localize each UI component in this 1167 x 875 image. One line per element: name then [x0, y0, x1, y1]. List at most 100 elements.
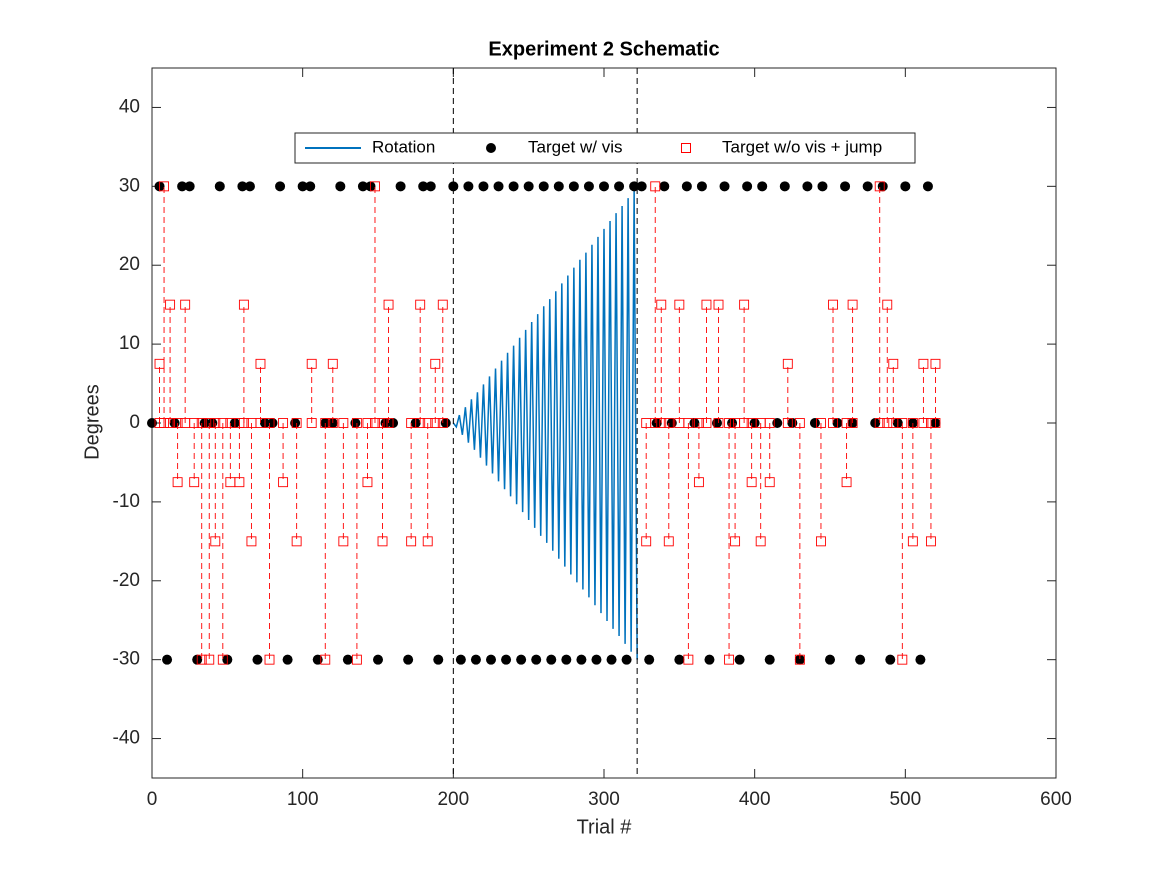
dot [162, 654, 173, 665]
square-marker [739, 299, 750, 310]
square-marker [204, 418, 215, 428]
square-marker [377, 536, 388, 547]
series-line [452, 190, 638, 660]
dot [403, 654, 414, 665]
dot [357, 181, 368, 192]
dot [809, 418, 820, 428]
dot [418, 181, 429, 192]
dot [523, 181, 534, 192]
x-tick-label: 400 [739, 789, 771, 810]
dot [214, 181, 225, 192]
dot [840, 181, 851, 192]
square-marker [159, 181, 170, 192]
dot [704, 654, 715, 665]
dot [546, 654, 557, 665]
dot [395, 181, 406, 192]
square-marker [370, 418, 380, 428]
dot [915, 654, 926, 665]
square-marker [693, 477, 704, 488]
dot [606, 654, 617, 665]
dot [855, 654, 866, 665]
square-marker [930, 418, 941, 428]
dot [531, 654, 542, 665]
dot [659, 181, 670, 192]
square-marker [422, 418, 433, 428]
square-marker [650, 181, 661, 192]
dot [501, 654, 512, 665]
square-marker [918, 418, 929, 428]
square-marker [897, 654, 908, 665]
dot [448, 181, 459, 192]
square-marker [816, 536, 826, 547]
y-tick-label: -40 [113, 728, 140, 749]
y-tick-label: 10 [119, 333, 140, 354]
dot [305, 181, 316, 192]
legend: Rotation Target w/ vis Target w/o vis + ju… [294, 132, 916, 164]
dot [749, 418, 760, 428]
square-marker [641, 536, 652, 547]
square-marker [204, 654, 215, 665]
dot [478, 181, 489, 192]
dot [599, 181, 609, 192]
dot [470, 654, 481, 665]
dot [380, 418, 391, 428]
dot [817, 181, 828, 192]
square-marker [238, 418, 249, 428]
square-marker [327, 418, 338, 428]
dot [764, 654, 775, 665]
square-marker [713, 299, 724, 310]
dot [576, 654, 587, 665]
legend-label: Rotation [372, 137, 435, 156]
square-marker [234, 477, 245, 488]
dot [282, 654, 293, 665]
square-marker [794, 418, 805, 428]
dot [568, 181, 579, 192]
x-tick-label: 0 [147, 789, 158, 810]
x-tick-label: 600 [1040, 789, 1072, 810]
square-marker [437, 418, 448, 428]
square-marker [306, 418, 317, 428]
square-marker [724, 418, 735, 428]
series-dashed-squares [154, 181, 941, 665]
legend-swatch [486, 143, 496, 153]
square-marker [897, 418, 908, 428]
y-tick-label: 30 [119, 175, 140, 196]
square-marker [246, 536, 257, 547]
dot [862, 181, 873, 192]
dot [779, 181, 790, 192]
square-marker [217, 654, 228, 665]
square-marker [656, 418, 667, 428]
dot [207, 418, 218, 428]
dot [621, 654, 632, 665]
dot [666, 418, 677, 428]
series-dots [147, 181, 941, 665]
dot [734, 654, 745, 665]
x-tick-label: 100 [287, 789, 319, 810]
dot [463, 181, 474, 192]
x-tick-label: 200 [437, 789, 469, 810]
square-marker [739, 418, 750, 428]
square-marker [415, 418, 426, 428]
square-marker [189, 418, 200, 428]
x-axis-label: Trial # [577, 816, 633, 838]
square-marker [874, 181, 885, 192]
square-marker [847, 418, 858, 428]
dot [742, 181, 753, 192]
square-marker [278, 477, 289, 488]
square-marker [217, 418, 228, 428]
dot [696, 181, 707, 192]
square-marker [320, 418, 331, 428]
y-tick-label: 0 [129, 412, 140, 433]
dot [614, 181, 625, 192]
square-marker [264, 418, 275, 428]
dot [297, 181, 308, 192]
square-marker [764, 418, 775, 428]
legend-label: Target w/o vis + jump [722, 137, 882, 156]
square-marker [165, 418, 176, 428]
square-marker [693, 418, 704, 428]
square-marker [338, 536, 349, 547]
square-marker [383, 418, 394, 428]
dot [486, 654, 496, 665]
dot [267, 418, 278, 428]
